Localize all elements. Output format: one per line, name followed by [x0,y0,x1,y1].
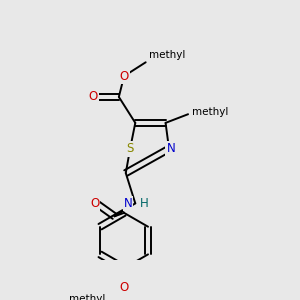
Text: methyl: methyl [191,107,228,118]
Text: O: O [88,90,98,104]
Text: N: N [124,197,133,210]
Text: H: H [140,197,148,210]
Text: methyl: methyl [70,294,106,300]
Text: N: N [167,142,175,155]
Text: O: O [90,197,99,210]
Text: S: S [126,142,134,155]
Text: O: O [119,70,129,83]
Text: O: O [119,281,129,294]
Text: methyl: methyl [149,50,185,60]
